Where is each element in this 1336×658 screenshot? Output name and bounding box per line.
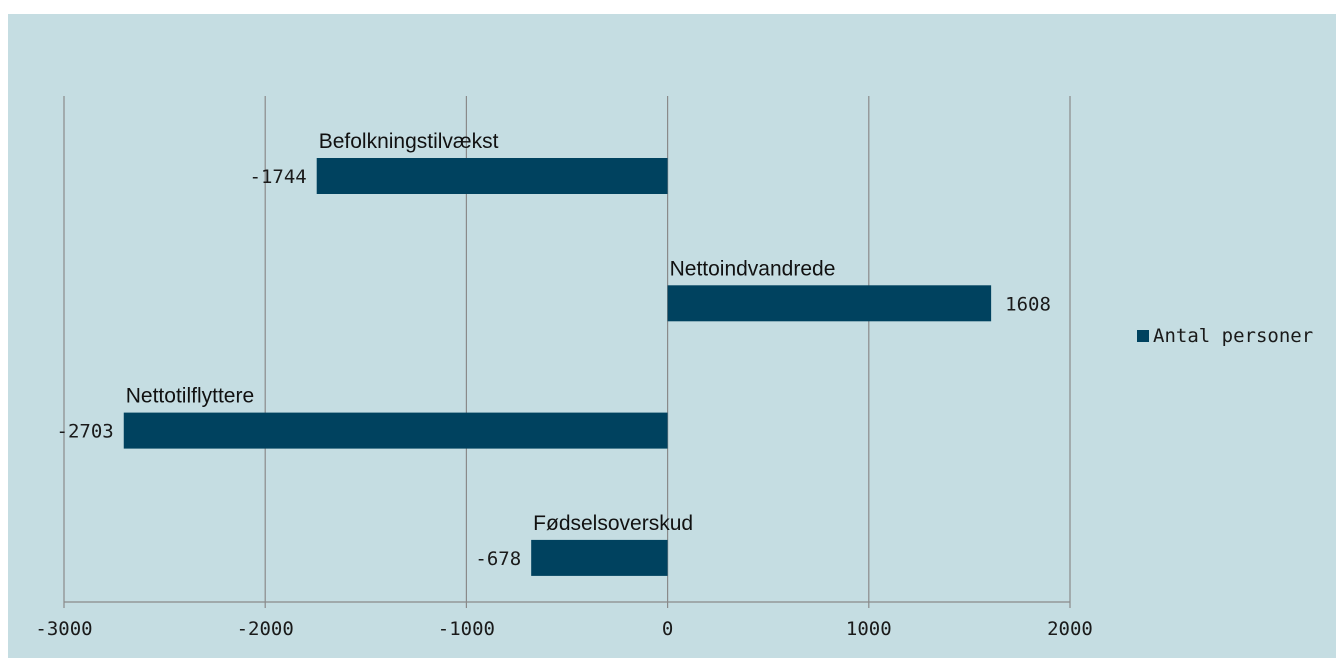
legend: Antal personer [1137,325,1313,347]
bars [123,158,992,576]
legend-swatch [1137,330,1149,342]
bar-chart: Befolkningstilvækst -1744 Nettoindvandrede… [35,96,1313,640]
value-label: -2703 [57,421,114,443]
value-label: -1744 [250,166,307,188]
value-label: -678 [475,548,521,570]
bar [667,285,992,322]
x-tick-label: 0 [662,618,673,640]
x-axis: -3000 -2000 -1000 0 1000 2000 [35,601,1093,640]
bar [316,158,668,194]
x-tick-label: -3000 [35,618,92,640]
category-label: Befolkningstilvækst [319,130,499,153]
category-label: Nettotilflyttere [126,385,254,408]
legend-label: Antal personer [1153,325,1313,347]
bar-labels: Befolkningstilvækst -1744 Nettoindvandrede… [57,130,1051,570]
category-label: Nettoindvandrede [670,257,836,280]
x-tick-label: -1000 [438,618,495,640]
bar [531,539,668,576]
category-label: Fødselsoverskud [533,512,693,535]
value-label: 1608 [1005,293,1051,315]
x-tick-label: -2000 [237,618,294,640]
x-tick-label: 1000 [846,618,892,640]
x-tick-label: 2000 [1047,618,1093,640]
bar [123,412,668,449]
chart-panel: Befolkningstilvækst -1744 Nettoindvandrede… [8,14,1336,658]
